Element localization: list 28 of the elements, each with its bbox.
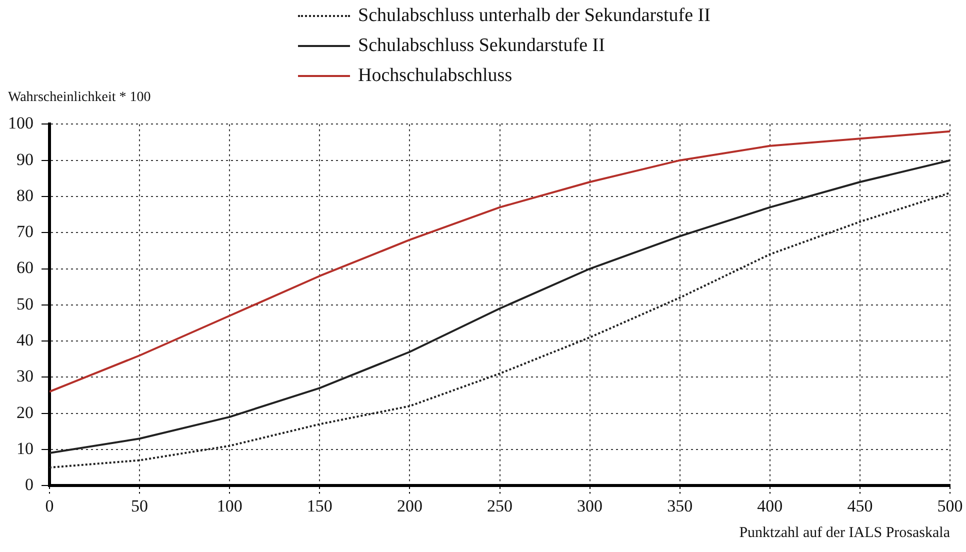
y-tick-label: 70 <box>16 222 34 242</box>
legend-label: Hochschulabschluss <box>358 65 512 87</box>
y-tick-label: 50 <box>16 294 34 314</box>
x-tick-label: 150 <box>306 496 332 516</box>
y-tick-label: 10 <box>16 438 34 458</box>
y-tick-label: 90 <box>16 150 34 169</box>
x-tick-label: 0 <box>45 496 54 516</box>
x-tick-label: 500 <box>937 496 963 516</box>
x-tick-label: 250 <box>487 496 512 516</box>
line-series <box>50 192 950 469</box>
y-tick-label: 100 <box>8 114 34 133</box>
y-axis-title: Wahrscheinlichkeit * 100 <box>8 90 152 106</box>
x-tick-label: 400 <box>757 496 783 516</box>
legend-label: Schulabschluss unterhalb der Sekundarstufe II <box>358 5 710 27</box>
x-tick-label: 200 <box>396 496 422 516</box>
x-tick-label: 100 <box>216 496 242 516</box>
x-tick-label: 350 <box>667 496 693 516</box>
x-tick-label: 300 <box>577 496 603 516</box>
y-tick-label: 20 <box>16 402 34 422</box>
y-tick-label: 80 <box>16 186 34 205</box>
y-tick-label: 30 <box>16 366 34 386</box>
x-axis-title: Punktzahl auf der IALS Prosaskala <box>739 524 950 541</box>
y-tick-label: 60 <box>16 258 34 278</box>
x-tick-label: 450 <box>847 496 873 516</box>
y-tick-label: 40 <box>16 330 34 350</box>
x-tick-label: 50 <box>131 496 148 516</box>
y-tick-label: 0 <box>25 475 34 494</box>
legend-label: Schulabschluss Sekundarstufe II <box>358 35 605 57</box>
